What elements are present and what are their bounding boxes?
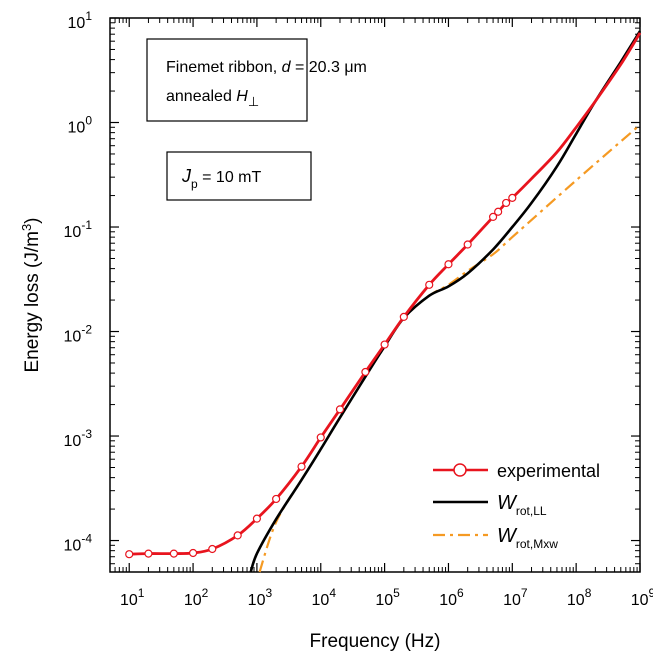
condition-frame: [166, 151, 312, 201]
legend: experimental Wrot,LL Wrot,Mxw: [433, 461, 600, 551]
y-tick-label: 10-4: [64, 532, 93, 555]
condition-text: Jp = 10 mT: [181, 166, 261, 191]
experimental-marker: [463, 240, 472, 249]
experimental-marker: [125, 550, 134, 559]
annotation-line-2-sub: ⊥: [248, 94, 259, 109]
experimental-marker: [380, 340, 389, 349]
annotation-line-1: Finemet ribbon, d = 20.3 μm: [166, 59, 367, 76]
y-tick-label: 101: [68, 9, 93, 32]
annotation-line-1-prefix: Finemet ribbon,: [166, 59, 282, 76]
y-tick-label: 100: [68, 114, 93, 137]
experimental-marker: [494, 207, 503, 216]
x-tick-label: 108: [567, 586, 592, 609]
experimental-marker: [335, 405, 345, 414]
y-tick-label: 10-1: [64, 218, 93, 241]
experimental-marker: [252, 514, 262, 523]
legend-marker-experimental: [453, 463, 467, 477]
experimental-marker: [361, 367, 370, 377]
annotation-line-2-prefix: annealed: [166, 88, 236, 105]
annotation-frame: [146, 38, 308, 122]
legend-label-experimental: experimental: [497, 461, 600, 481]
y-axis-title-sup: 3: [19, 224, 34, 231]
x-tick-label: 106: [439, 586, 464, 609]
y-axis-title: Energy loss (J/m3): [19, 217, 44, 372]
legend-label-w-rot-mxw: Wrot,Mxw: [497, 525, 558, 551]
condition-value: = 10 mT: [198, 169, 262, 186]
x-tick-label: 104: [312, 586, 337, 609]
ticks-layer: 101 102 103 104 105 106 107 108 109 10-4 10-3 10-2 1…: [64, 9, 653, 609]
x-tick-label: 101: [120, 586, 145, 609]
x-tick-label: 109: [631, 586, 653, 609]
experimental-marker: [144, 549, 153, 558]
y-axis-title-end: ): [22, 217, 43, 223]
y-axis-title-main: Energy loss (J/m: [22, 231, 43, 372]
experimental-marker: [297, 462, 306, 471]
x-axis-title: Frequency (Hz): [310, 631, 441, 652]
y-tick-label: 10-3: [64, 427, 93, 450]
legend-w-rot-ll-main: W: [497, 492, 518, 514]
x-tick-label: 102: [184, 586, 209, 609]
experimental-marker: [425, 280, 434, 289]
legend-w-rot-mxw-main: W: [497, 525, 518, 547]
experimental-marker: [488, 212, 498, 221]
x-tick-label: 105: [375, 586, 400, 609]
series-line-w-rot-ll: [249, 30, 642, 573]
annotation-line-2-var: H: [236, 88, 248, 105]
experimental-marker: [444, 260, 453, 269]
series-line-w-rot-mxw: [258, 123, 641, 573]
legend-w-rot-ll-sub: rot,LL: [516, 504, 547, 518]
annotation-line-1-var: d: [282, 59, 292, 76]
legend-label-w-rot-ll: Wrot,LL: [497, 492, 547, 518]
annotation-line-1-suffix: = 20.3 μm: [291, 59, 367, 76]
experimental-marker: [316, 433, 325, 442]
condition-sub: p: [191, 177, 198, 191]
condition-var: J: [181, 166, 192, 186]
annotation-box: Finemet ribbon, d = 20.3 μm annealed H⊥: [146, 38, 367, 122]
experimental-marker: [208, 544, 217, 554]
series-layer: [125, 30, 642, 573]
experimental-marker: [188, 548, 198, 558]
x-tick-label: 107: [503, 586, 528, 609]
experimental-marker: [169, 549, 178, 558]
experimental-marker: [502, 198, 511, 208]
experimental-marker: [508, 193, 517, 202]
x-tick-label: 103: [248, 586, 273, 609]
y-tick-label: 10-2: [64, 323, 93, 346]
experimental-marker: [233, 531, 242, 540]
legend-w-rot-mxw-sub: rot,Mxw: [516, 537, 558, 551]
experimental-marker: [399, 312, 408, 322]
condition-box: Jp = 10 mT: [166, 151, 312, 201]
annotation-line-2: annealed H⊥: [166, 88, 259, 109]
experimental-marker: [272, 494, 281, 504]
